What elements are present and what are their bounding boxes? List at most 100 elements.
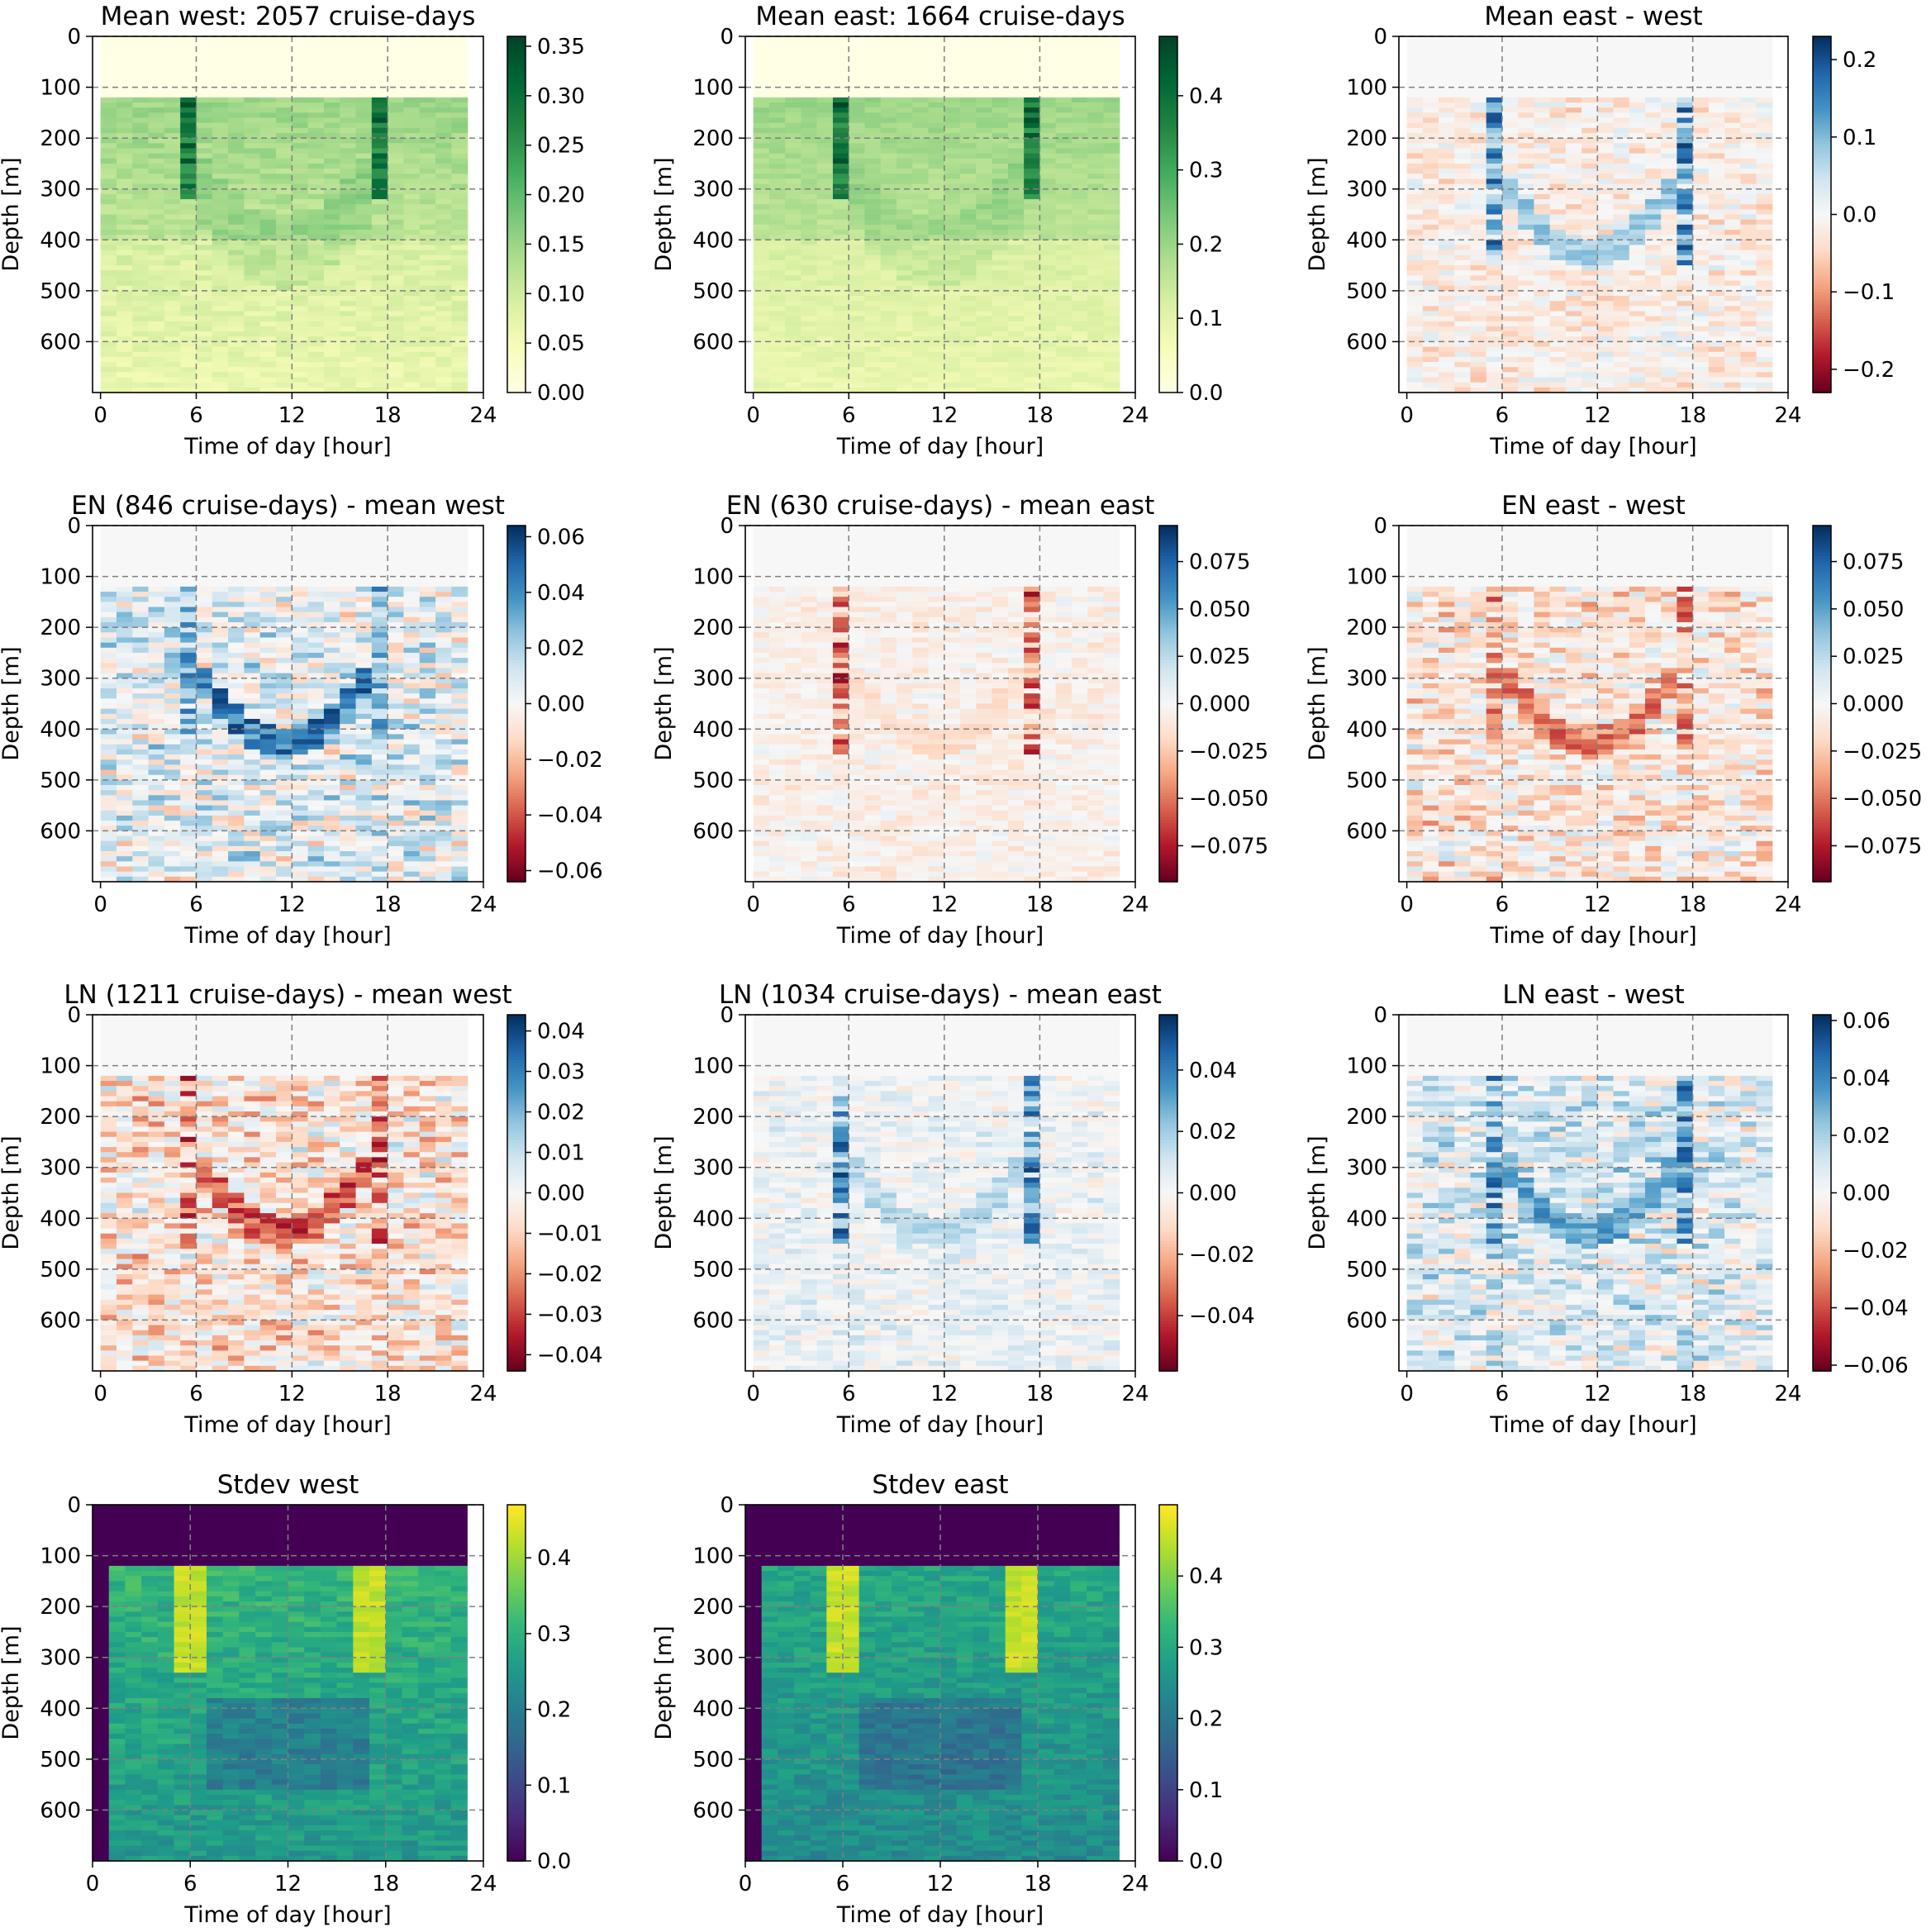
heatmap-cell	[1039, 285, 1057, 292]
heatmap-cell	[419, 229, 436, 236]
colorbar-segment	[1159, 226, 1177, 231]
heatmap-cell	[1406, 132, 1424, 139]
heatmap-cell	[1024, 102, 1041, 108]
heatmap-cell	[276, 72, 293, 78]
heatmap-cell	[307, 56, 325, 63]
heatmap-cell	[816, 214, 834, 221]
heatmap-cell	[832, 240, 849, 246]
heatmap-cell	[1039, 382, 1057, 388]
heatmap-cell	[132, 193, 150, 200]
heatmap-cell	[753, 107, 770, 113]
colorbar-segment	[1159, 306, 1177, 311]
heatmap-cell	[1055, 209, 1073, 216]
heatmap-cell	[816, 224, 834, 231]
heatmap-cell	[451, 92, 468, 98]
heatmap-cell	[1039, 138, 1057, 144]
heatmap-cell	[1677, 56, 1694, 63]
heatmap-cell	[1055, 229, 1073, 236]
heatmap-cell	[1406, 56, 1424, 63]
heatmap-cell	[244, 214, 261, 221]
heatmap-cell	[116, 336, 133, 343]
heatmap-cell	[100, 66, 117, 73]
heatmap-cell	[1518, 132, 1534, 139]
heatmap-cell	[785, 301, 802, 307]
heatmap-cell	[976, 372, 993, 378]
heatmap-cell	[1692, 122, 1710, 129]
heatmap-cell	[196, 259, 213, 266]
heatmap-cell	[1629, 356, 1646, 363]
heatmap-cell	[1422, 341, 1439, 348]
heatmap-cell	[132, 36, 150, 42]
heatmap-cell	[1629, 199, 1646, 205]
heatmap-cell	[1534, 92, 1551, 98]
heatmap-cell	[276, 229, 293, 236]
heatmap-cell	[244, 153, 261, 159]
colorbar-segment	[1159, 169, 1177, 174]
heatmap-cell	[1039, 77, 1057, 83]
heatmap-cell	[1518, 66, 1534, 73]
heatmap-cell	[276, 321, 293, 327]
heatmap-cell	[180, 377, 197, 383]
heatmap-cell	[307, 209, 325, 216]
heatmap-cell	[1613, 270, 1630, 276]
heatmap-cell	[976, 188, 993, 195]
heatmap-cell	[1534, 255, 1551, 261]
heatmap-cell	[371, 112, 388, 119]
heatmap-cell	[1613, 209, 1630, 216]
heatmap-cell	[1661, 193, 1678, 200]
heatmap-cell	[849, 46, 866, 53]
heatmap-cell	[403, 224, 421, 231]
heatmap-cell	[849, 346, 866, 353]
heatmap-cell	[768, 117, 786, 124]
heatmap-cell	[1422, 112, 1439, 119]
heatmap-cell	[1103, 61, 1120, 68]
heatmap-cell	[928, 92, 945, 98]
heatmap-cell	[212, 321, 229, 327]
heatmap-cell	[355, 341, 373, 348]
heatmap-cell	[180, 367, 197, 373]
heatmap-cell	[785, 336, 802, 343]
heatmap-cell	[1486, 61, 1503, 68]
colorbar-segment	[1159, 87, 1177, 91]
heatmap-cell	[976, 214, 993, 221]
heatmap-cell	[1708, 341, 1725, 348]
heatmap-cell	[276, 56, 293, 63]
heatmap-cell	[371, 265, 388, 271]
heatmap-cell	[1454, 250, 1472, 256]
heatmap-cell	[1024, 224, 1041, 231]
heatmap-cell	[403, 316, 421, 322]
heatmap-cell	[1087, 285, 1105, 292]
heatmap-cell	[371, 331, 388, 337]
heatmap-cell	[1644, 183, 1662, 190]
heatmap-cell	[849, 214, 866, 221]
heatmap-cell	[419, 301, 436, 307]
heatmap-cell	[1597, 367, 1615, 373]
heatmap-cell	[992, 209, 1009, 216]
heatmap-cell	[832, 280, 849, 287]
heatmap-cell	[148, 362, 165, 368]
heatmap-cell	[1661, 265, 1678, 271]
heatmap-cell	[116, 61, 133, 68]
heatmap-cell	[960, 296, 977, 302]
colorbar-segment	[507, 208, 526, 212]
heatmap-cell	[340, 296, 357, 302]
heatmap-cell	[768, 285, 786, 292]
heatmap-cell	[148, 61, 165, 68]
heatmap-cell	[1613, 372, 1630, 378]
heatmap-cell	[1534, 153, 1551, 159]
heatmap-cell	[1581, 122, 1598, 129]
heatmap-cell	[388, 326, 405, 332]
heatmap-cell	[100, 229, 117, 236]
heatmap-cell	[1406, 356, 1424, 363]
heatmap-cell	[1581, 72, 1598, 78]
heatmap-cell	[1007, 356, 1025, 363]
heatmap-cell	[1007, 285, 1025, 292]
heatmap-cell	[355, 153, 373, 159]
heatmap-cell	[1708, 199, 1725, 205]
heatmap-cell	[196, 265, 213, 271]
heatmap-cell	[116, 174, 133, 179]
heatmap-cell	[785, 97, 802, 103]
heatmap-cell	[403, 178, 421, 185]
heatmap-cell	[1677, 199, 1694, 205]
heatmap-cell	[355, 301, 373, 307]
